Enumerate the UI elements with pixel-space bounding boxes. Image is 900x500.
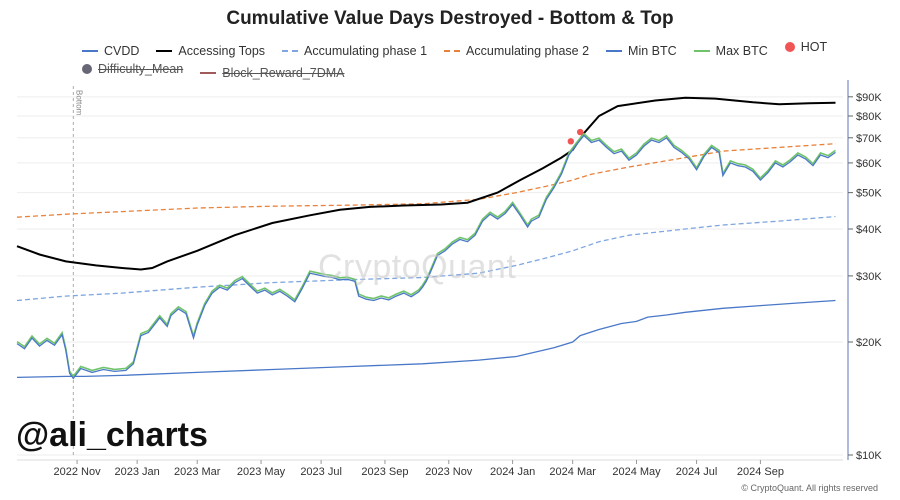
legend-swatch	[693, 50, 710, 52]
hot-point-1	[576, 128, 584, 136]
series-max-btc	[16, 132, 836, 378]
y-tick-label-2: $30K	[856, 271, 882, 283]
chart-legend: CVDD Accessing Tops Accumulating phase 1 Ac…	[82, 40, 882, 84]
legend-item-max-btc[interactable]: Max BTC	[693, 44, 768, 58]
y-tick-label-7: $80K	[856, 111, 882, 123]
series-accumulating-phase-1	[16, 215, 836, 302]
legend-swatch	[606, 50, 623, 52]
legend-label: Accessing Tops	[178, 44, 266, 58]
legend-label: Max BTC	[715, 44, 768, 58]
legend-item-block-reward-7dma[interactable]: Block_Reward_7DMA	[200, 66, 345, 80]
x-tick-label-10: 2024 Jul	[676, 466, 718, 478]
bottom-label: Bottom	[74, 90, 83, 116]
legend-item-accessing-tops[interactable]: Accessing Tops	[156, 44, 265, 58]
copyright-text: © CryptoQuant. All rights reserved	[741, 483, 878, 493]
legend-swatch	[200, 72, 217, 74]
legend-item-difficulty-mean[interactable]: Difficulty_Mean	[82, 62, 183, 76]
legend-label: Accumulating phase 2	[466, 44, 590, 58]
legend-swatch	[82, 64, 92, 74]
legend-label: Difficulty_Mean	[98, 62, 184, 76]
legend-swatch	[282, 50, 299, 52]
y-tick-label-8: $90K	[856, 92, 882, 104]
y-tick-label-4: $50K	[856, 188, 882, 200]
legend-swatch	[444, 50, 461, 52]
x-tick-label-3: 2023 May	[237, 466, 286, 478]
legend-swatch	[82, 50, 98, 52]
legend-label: Block_Reward_7DMA	[222, 66, 345, 80]
legend-swatch	[156, 50, 173, 52]
y-tick-label-6: $70K	[856, 133, 882, 145]
x-tick-label-7: 2024 Jan	[490, 466, 535, 478]
y-tick-label-3: $40K	[856, 224, 882, 236]
watermark: CryptoQuant	[318, 248, 517, 286]
y-axis: $10K $20K $30K $40K $50K $60K $70K $80K $90K	[847, 80, 882, 462]
legend-swatch	[784, 42, 795, 52]
series-accessing-tops	[16, 96, 836, 271]
legend-item-cvdd[interactable]: CVDD	[82, 44, 139, 58]
series-min-btc	[16, 299, 836, 379]
x-tick-label-2: 2023 Mar	[174, 466, 221, 478]
series-cvdd	[16, 134, 836, 380]
x-tick-label-5: 2023 Sep	[361, 466, 408, 478]
x-axis: 2022 Nov 2023 Jan 2023 Mar 2023 May 2023 Jul…	[17, 459, 843, 478]
chart-series	[16, 96, 836, 380]
legend-item-hot[interactable]: HOT	[784, 40, 828, 54]
legend-label: CVDD	[104, 44, 140, 58]
y-tick-label-5: $60K	[856, 158, 882, 170]
y-tick-label-1: $20K	[856, 337, 882, 349]
x-tick-label-6: 2023 Nov	[425, 466, 473, 478]
legend-label: HOT	[800, 40, 828, 54]
legend-item-accumulating-phase-2[interactable]: Accumulating phase 2	[444, 44, 589, 58]
x-tick-label-9: 2024 May	[612, 466, 661, 478]
legend-item-min-btc[interactable]: Min BTC	[606, 44, 677, 58]
legend-label: Accumulating phase 1	[304, 44, 428, 58]
legend-label: Min BTC	[628, 44, 677, 58]
x-tick-label-8: 2024 Mar	[549, 466, 596, 478]
hot-point-0	[567, 138, 574, 145]
x-tick-label-11: 2024 Sep	[737, 466, 784, 478]
x-tick-label-4: 2023 Jul	[300, 466, 342, 478]
author-handle: @ali_charts	[16, 416, 208, 454]
series-accumulating-phase-2	[16, 143, 836, 218]
x-tick-label-0: 2022 Nov	[54, 466, 102, 478]
bottom-marker: Bottom	[72, 86, 83, 455]
x-tick-label-1: 2023 Jan	[115, 466, 160, 478]
y-tick-label-0: $10K	[856, 450, 882, 462]
legend-item-accumulating-phase-1[interactable]: Accumulating phase 1	[282, 44, 427, 58]
chart-grid	[17, 96, 843, 456]
chart-title: Cumulative Value Days Destroyed - Bottom…	[226, 8, 674, 29]
